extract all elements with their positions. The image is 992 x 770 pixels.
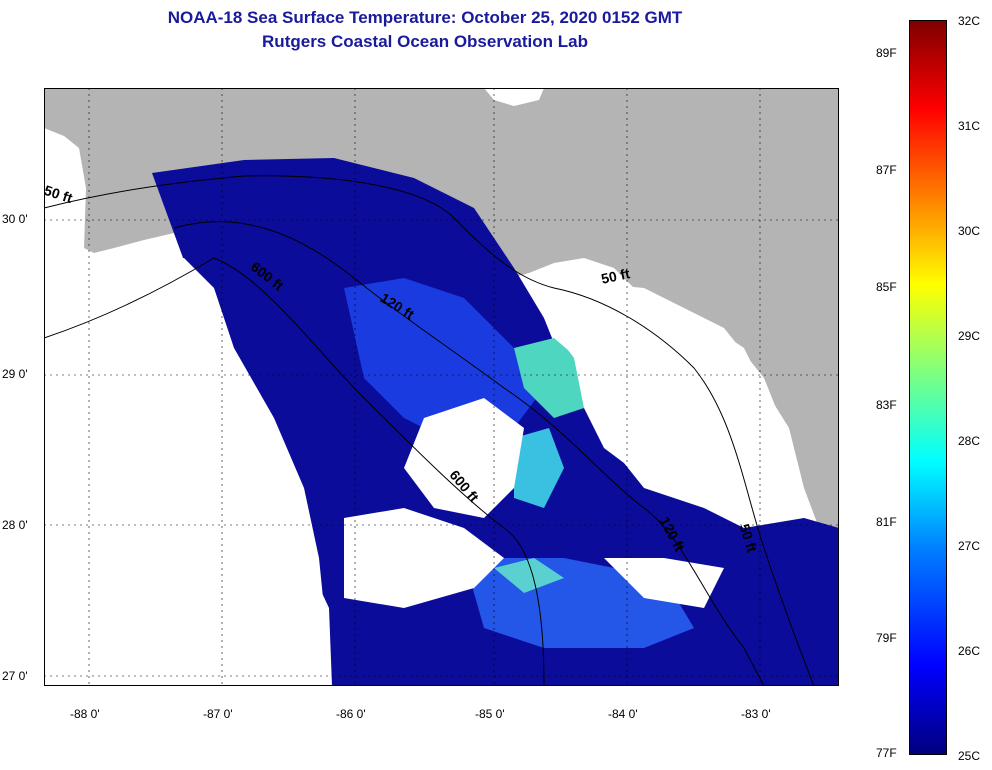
lat-label: 30 0' (2, 212, 28, 226)
warm-patch-offshore (514, 428, 564, 508)
lon-label: -88 0' (70, 707, 100, 721)
colorbar-c-label: 30C (958, 224, 981, 238)
map-border (44, 88, 839, 686)
cloud-central (404, 398, 524, 518)
colorbar-f-label: 85F (876, 280, 897, 294)
lon-label: -84 0' (608, 707, 638, 721)
colorbar-f-label: 89F (876, 46, 897, 60)
colorbar-c-label: 32C (958, 14, 981, 28)
colorbar-c-label: 26C (958, 644, 981, 658)
colorbar-c-label: 31C (958, 119, 981, 133)
contour-50ft (44, 175, 815, 686)
temperature-colorbar (909, 20, 947, 755)
gridlines (44, 88, 839, 686)
lat-label: 28 0' (2, 518, 28, 532)
colorbar-f-label: 81F (876, 515, 897, 529)
map-canvas (44, 88, 839, 686)
contour-120ft (173, 221, 765, 686)
colorbar-c-label: 29C (958, 329, 981, 343)
colorbar-c-label: 28C (958, 434, 981, 448)
lon-label: -87 0' (203, 707, 233, 721)
colorbar-c-label: 27C (958, 539, 981, 553)
map-title: NOAA-18 Sea Surface Temperature: October… (167, 8, 683, 27)
cloud-south-central (344, 508, 504, 608)
sst-map: 50 ft 600 ft 120 ft 50 ft 600 ft 120 ft … (42, 88, 839, 686)
contour-600ft (44, 257, 545, 686)
colorbar-f-label: 79F (876, 631, 897, 645)
lat-label: 29 0' (2, 367, 28, 381)
lon-label: -83 0' (741, 707, 771, 721)
lat-label: 27 0' (2, 669, 28, 683)
colorbar-f-label: 77F (876, 746, 897, 760)
depth-contours (44, 175, 815, 686)
cloud-north-inland (484, 88, 544, 106)
colorbar-c-label: 25C (958, 749, 981, 763)
map-subtitle: Rutgers Coastal Ocean Observation Lab (262, 32, 588, 51)
colorbar-f-label: 87F (876, 163, 897, 177)
warm-patch-south (494, 558, 564, 593)
lon-label: -86 0' (336, 707, 366, 721)
colorbar-f-label: 83F (876, 398, 897, 412)
cloud-east (544, 278, 789, 488)
lon-label: -85 0' (475, 707, 505, 721)
warm-patch-big-bend (514, 338, 589, 418)
cloud-west (44, 258, 324, 686)
